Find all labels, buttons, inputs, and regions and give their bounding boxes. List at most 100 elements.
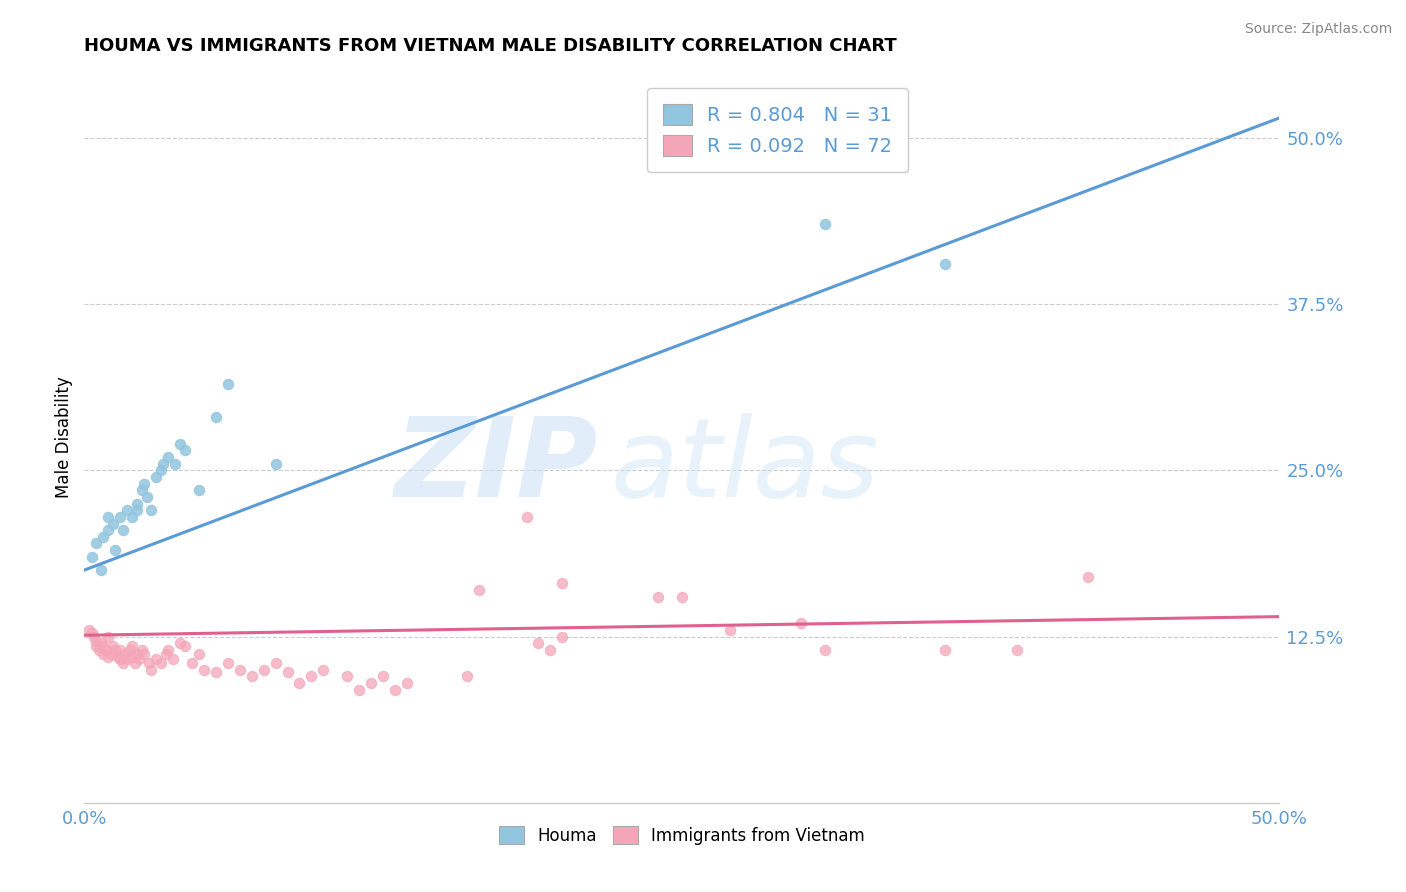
Point — [188, 647, 211, 661]
Point — [94, 643, 117, 657]
Point — [87, 643, 110, 657]
Point — [288, 676, 311, 690]
Point — [360, 676, 382, 690]
Point — [110, 509, 132, 524]
Point — [97, 509, 120, 524]
Point — [253, 663, 276, 677]
Point — [181, 656, 204, 670]
Point — [169, 636, 191, 650]
Point — [132, 476, 156, 491]
Point — [205, 410, 228, 425]
Point — [540, 643, 562, 657]
Point — [169, 436, 191, 450]
Point — [229, 663, 252, 677]
Point — [336, 669, 359, 683]
Point — [125, 497, 148, 511]
Point — [93, 639, 115, 653]
Point — [86, 639, 108, 653]
Point — [527, 636, 550, 650]
Point — [125, 503, 148, 517]
Point — [217, 656, 239, 670]
Point — [132, 647, 156, 661]
Point — [125, 647, 148, 661]
Point — [373, 669, 395, 683]
Point — [104, 643, 127, 657]
Point — [456, 669, 478, 683]
Point — [396, 676, 419, 690]
Point — [217, 376, 239, 391]
Point — [135, 490, 157, 504]
Point — [77, 623, 100, 637]
Text: HOUMA VS IMMIGRANTS FROM VIETNAM MALE DISABILITY CORRELATION CHART: HOUMA VS IMMIGRANTS FROM VIETNAM MALE DI… — [84, 37, 897, 54]
Point — [141, 663, 163, 677]
Point — [86, 633, 108, 648]
Point — [110, 643, 132, 657]
Point — [468, 582, 491, 597]
Y-axis label: Male Disability: Male Disability — [55, 376, 73, 498]
Point — [152, 457, 174, 471]
Point — [97, 523, 120, 537]
Point — [101, 639, 124, 653]
Point — [157, 450, 180, 464]
Point — [97, 649, 120, 664]
Point — [240, 669, 263, 683]
Text: ZIP: ZIP — [395, 413, 599, 520]
Point — [301, 669, 323, 683]
Point — [107, 649, 129, 664]
Point — [384, 682, 406, 697]
Point — [145, 652, 167, 666]
Point — [86, 536, 108, 550]
Point — [551, 630, 574, 644]
Point — [121, 509, 143, 524]
Point — [173, 443, 195, 458]
Point — [110, 652, 132, 666]
Point — [141, 503, 163, 517]
Point — [165, 457, 187, 471]
Text: Source: ZipAtlas.com: Source: ZipAtlas.com — [1244, 22, 1392, 37]
Point — [934, 257, 956, 271]
Point — [90, 563, 112, 577]
Point — [149, 656, 172, 670]
Point — [814, 643, 837, 657]
Point — [162, 652, 184, 666]
Point — [111, 523, 134, 537]
Point — [80, 549, 103, 564]
Point — [90, 636, 112, 650]
Point — [155, 647, 177, 661]
Point — [131, 643, 153, 657]
Point — [814, 217, 837, 231]
Point — [551, 576, 574, 591]
Point — [80, 625, 103, 640]
Point — [93, 530, 115, 544]
Point — [718, 623, 741, 637]
Point — [104, 543, 127, 558]
Point — [117, 503, 139, 517]
Point — [124, 656, 146, 670]
Point — [131, 483, 153, 498]
Point — [121, 639, 143, 653]
Point — [188, 483, 211, 498]
Point — [349, 682, 371, 697]
Point — [790, 616, 813, 631]
Point — [934, 643, 956, 657]
Point — [264, 656, 287, 670]
Point — [111, 656, 134, 670]
Point — [149, 463, 172, 477]
Point — [138, 656, 160, 670]
Point — [671, 590, 693, 604]
Point — [100, 647, 122, 661]
Point — [205, 665, 228, 680]
Text: atlas: atlas — [610, 413, 879, 520]
Point — [157, 643, 180, 657]
Point — [118, 643, 141, 657]
Point — [173, 639, 195, 653]
Point — [121, 649, 143, 664]
Point — [1077, 570, 1099, 584]
Point — [277, 665, 299, 680]
Point — [114, 647, 136, 661]
Point — [93, 647, 115, 661]
Point — [101, 516, 124, 531]
Legend: Houma, Immigrants from Vietnam: Houma, Immigrants from Vietnam — [491, 818, 873, 853]
Point — [117, 652, 139, 666]
Point — [193, 663, 215, 677]
